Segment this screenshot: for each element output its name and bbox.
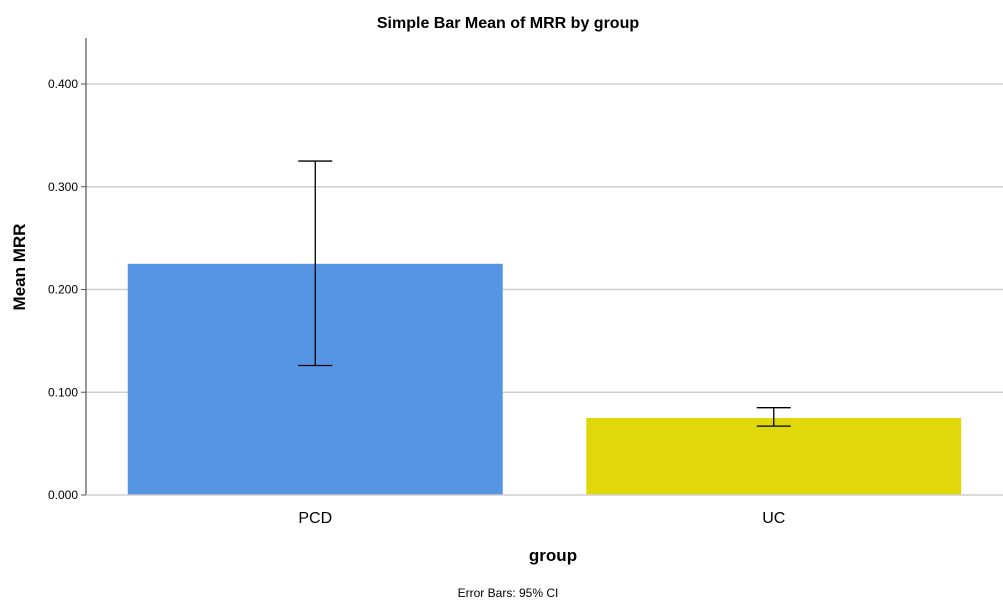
error-bars-footnote: Error Bars: 95% CI bbox=[458, 586, 559, 600]
x-axis-title: group bbox=[529, 546, 577, 565]
y-tick-label: 0.300 bbox=[48, 180, 78, 194]
y-tick-label: 0.400 bbox=[48, 77, 78, 91]
y-tick-label: 0.000 bbox=[48, 488, 78, 502]
bars bbox=[127, 263, 962, 495]
y-axis-title: Mean MRR bbox=[10, 224, 29, 311]
error-bars bbox=[298, 160, 791, 427]
chart-title: Simple Bar Mean of MRR by group bbox=[377, 15, 639, 32]
x-tick-label-pcd: PCD bbox=[298, 510, 332, 527]
y-tick-label: 0.100 bbox=[48, 385, 78, 399]
bar-uc bbox=[586, 417, 962, 495]
tick-labels: 0.000 0.100 0.200 0.300 0.400 PCD UC bbox=[48, 77, 785, 527]
x-tick-label-uc: UC bbox=[762, 510, 785, 527]
y-tick-label: 0.200 bbox=[48, 283, 78, 297]
axes bbox=[81, 38, 1003, 496]
